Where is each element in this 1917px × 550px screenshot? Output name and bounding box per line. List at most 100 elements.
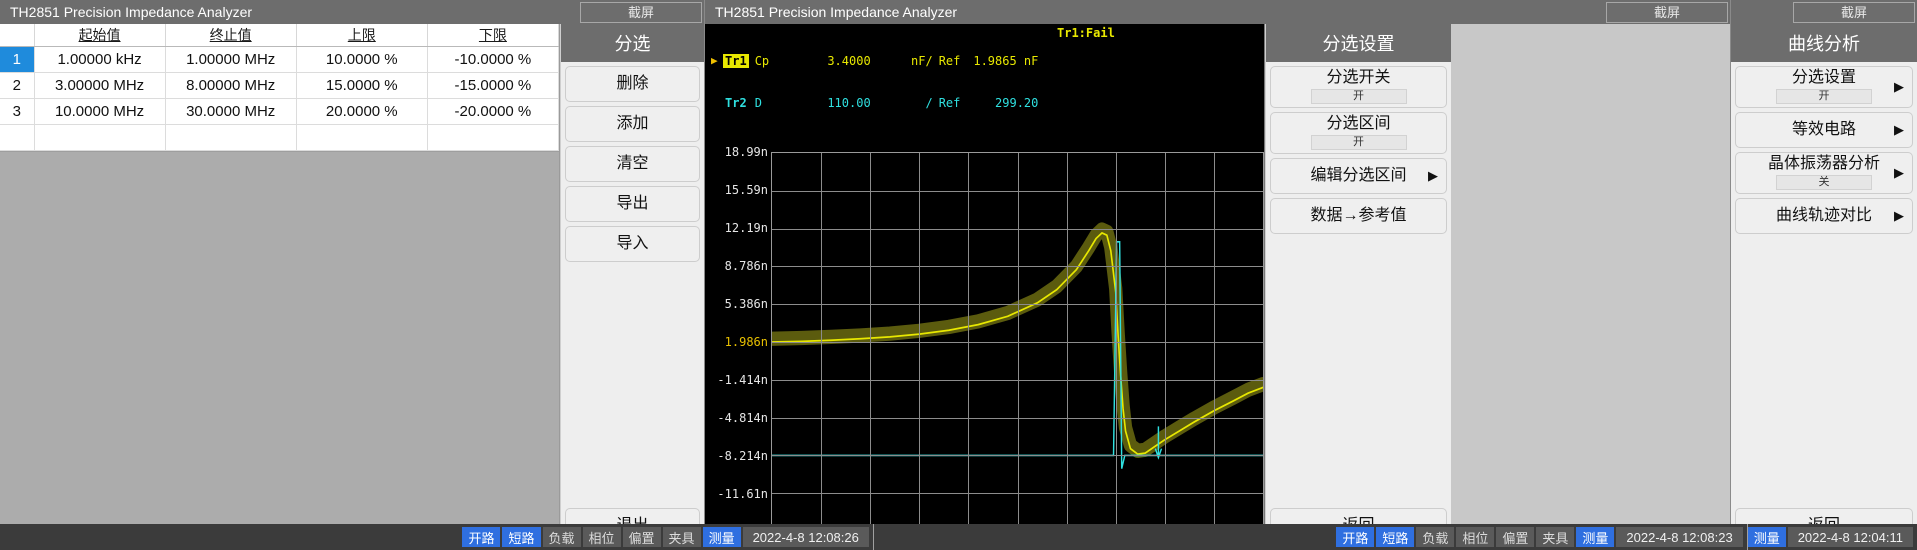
menu-spacer-right (1735, 238, 1913, 508)
cell-start[interactable] (34, 124, 166, 151)
menu-item-export-label: 导出 (616, 194, 649, 212)
menu-item-edit-bin-range[interactable]: 编辑分选区间 ▶ (1270, 158, 1447, 194)
row-index[interactable]: 3 (0, 98, 35, 125)
row-index[interactable]: 2 (0, 72, 35, 99)
row-index[interactable]: 1 (0, 46, 35, 73)
menu-item-clear[interactable]: 清空 (565, 146, 700, 182)
chevron-right-icon: ▶ (1894, 208, 1904, 223)
menu-item-bin-range[interactable]: 分选区间 开 (1270, 112, 1447, 154)
menu-item-equivalent-circuit[interactable]: 等效电路 ▶ (1735, 112, 1913, 148)
status-chip-短路[interactable]: 短路 (502, 527, 541, 547)
menu-item-export[interactable]: 导出 (565, 186, 700, 222)
trace-2-tag[interactable]: Tr2 (725, 96, 747, 110)
chevron-right-icon: ▶ (1428, 168, 1438, 183)
plot-grid[interactable] (771, 152, 1264, 532)
screenshot-button-middle[interactable]: 截屏 (1606, 1, 1728, 23)
menu-item-add-label: 添加 (616, 114, 649, 132)
cell-upper[interactable]: 20.0000 % (296, 98, 428, 125)
cell-lower[interactable] (427, 124, 560, 151)
status-chip-相位[interactable]: 相位 (582, 527, 621, 547)
scope-display: ▶ Tr1 Cp 3.4000 nF/ Ref 1.9865 nF Tr2 D … (705, 24, 1265, 550)
cell-stop[interactable]: 30.0000 MHz (165, 98, 297, 125)
menu-item-crystal-oscillator-analysis[interactable]: 晶体振荡器分析 关 ▶ (1735, 152, 1913, 194)
table-row[interactable]: 2 3.00000 MHz 8.00000 MHz 15.0000 % -15.… (0, 72, 560, 99)
trace-1-ref-value: 1.9865 nF (973, 54, 1039, 68)
menu-item-curve-trace-compare[interactable]: 曲线轨迹对比 ▶ (1735, 198, 1913, 234)
window-title-left: TH2851 Precision Impedance Analyzer (10, 4, 253, 20)
status-timestamp: 2022-4-8 12:04:11 (1787, 527, 1913, 547)
status-chip-测量[interactable]: 测量 (1576, 527, 1615, 547)
status-chip-夹具[interactable]: 夹具 (1536, 527, 1575, 547)
y-axis-labels: 18.99n 15.59n 12.19n 8.786n 5.386n 1.986n -1.4… (705, 145, 771, 539)
y-tick-label: 18.99n (724, 145, 768, 159)
grid-line-horizontal (772, 379, 1263, 381)
table-row[interactable] (0, 124, 560, 151)
cell-stop[interactable]: 8.00000 MHz (165, 72, 297, 99)
menu-item-bin-settings-label: 分选设置 (1791, 69, 1856, 87)
status-chip-偏置[interactable]: 偏置 (622, 527, 661, 547)
status-segment-left: 开路 短路 负载 相位 偏置 夹具 测量 2022-4-8 12:08:26 (462, 524, 872, 550)
menu-title-bin-settings: 分选设置 (1266, 24, 1451, 62)
status-bar-filler-left (0, 524, 462, 550)
menu-item-delete[interactable]: 删除 (565, 66, 700, 102)
y-tick-label: 5.386n (724, 297, 768, 312)
menu-item-bin-settings[interactable]: 分选设置 开 ▶ (1735, 66, 1913, 108)
status-chip-短路[interactable]: 短路 (1376, 527, 1415, 547)
grid-line-horizontal (772, 228, 1263, 230)
status-chip-相位[interactable]: 相位 (1456, 527, 1495, 547)
y-tick-label: -4.814n (717, 411, 768, 426)
titlebar-middle: TH2851 Precision Impedance Analyzer 截屏 (705, 0, 1730, 24)
status-chip-测量[interactable]: 测量 (1747, 527, 1786, 547)
cell-lower[interactable]: -20.0000 % (427, 98, 560, 125)
cell-start[interactable]: 3.00000 MHz (34, 72, 166, 99)
cell-upper[interactable] (296, 124, 428, 151)
status-chip-开路[interactable]: 开路 (462, 527, 501, 547)
y-tick-label: 12.19n (724, 221, 768, 235)
grid-line-horizontal (772, 417, 1263, 419)
status-chip-开路[interactable]: 开路 (1336, 527, 1375, 547)
cell-stop[interactable] (165, 124, 297, 151)
menu-item-add[interactable]: 添加 (565, 106, 700, 142)
trace-1-tag[interactable]: Tr1 (723, 54, 749, 68)
cell-upper[interactable]: 15.0000 % (296, 72, 428, 99)
col-header-start-text: 起始值 (78, 26, 121, 43)
row-index[interactable] (0, 124, 35, 151)
trace-row-1[interactable]: ▶ Tr1 Cp 3.4000 nF/ Ref 1.9865 nF (711, 54, 1264, 68)
status-chip-夹具[interactable]: 夹具 (662, 527, 701, 547)
menu-item-crystal-oscillator-analysis-label: 晶体振荡器分析 (1767, 155, 1880, 173)
table-row[interactable]: 3 10.0000 MHz 30.0000 MHz 20.0000 % -20.… (0, 98, 560, 125)
cell-lower[interactable]: -10.0000 % (427, 46, 560, 73)
status-timestamp: 2022-4-8 12:08:26 (742, 527, 869, 547)
status-chip-负载[interactable]: 负载 (542, 527, 581, 547)
cell-start[interactable]: 1.00000 kHz (34, 46, 166, 73)
menu-item-import[interactable]: 导入 (565, 226, 700, 262)
col-header-index (0, 24, 35, 47)
col-header-stop-text: 终止值 (209, 26, 252, 43)
cell-stop[interactable]: 1.00000 MHz (165, 46, 297, 73)
softkey-menu-right: 曲线分析 分选设置 开 ▶ 等效电路 ▶ 晶体振荡器分析 关 ▶ 曲线轨迹对比 (1731, 24, 1917, 550)
status-chip-偏置[interactable]: 偏置 (1496, 527, 1535, 547)
cell-lower[interactable]: -15.0000 % (427, 72, 560, 99)
status-chip-测量[interactable]: 测量 (702, 527, 741, 547)
status-divider-2 (1746, 524, 1748, 550)
trace-1-value: 3.4000 (827, 54, 871, 68)
cell-upper[interactable]: 10.0000 % (296, 46, 428, 73)
menu-item-bin-switch[interactable]: 分选开关 开 (1270, 66, 1447, 108)
screenshot-button-right[interactable]: 截屏 (1793, 1, 1915, 23)
trace-row-2[interactable]: Tr2 D 110.00 / Ref 299.20 (711, 96, 1264, 110)
menu-item-bin-range-label: 分选区间 (1326, 115, 1391, 133)
menu-item-bin-range-value: 开 (1310, 134, 1407, 150)
menu-item-data-to-reference[interactable]: 数据→参考值 (1270, 198, 1447, 234)
status-bar-filler-middle (874, 524, 1336, 550)
col-header-start: 起始值 (34, 24, 166, 47)
status-divider-1 (872, 524, 874, 550)
status-chip-负载[interactable]: 负载 (1416, 527, 1455, 547)
screenshot-button-left[interactable]: 截屏 (580, 1, 702, 23)
cell-start[interactable]: 10.0000 MHz (34, 98, 166, 125)
grid-line-horizontal (772, 266, 1263, 268)
table-row[interactable]: 1 1.00000 kHz 1.00000 MHz 10.0000 % -10.… (0, 46, 560, 73)
grid-line-horizontal (772, 190, 1263, 192)
table-header-row: 起始值 终止值 上限 下限 (0, 24, 560, 47)
pass-fail-verdict: Tr1:Fail (1057, 26, 1115, 40)
